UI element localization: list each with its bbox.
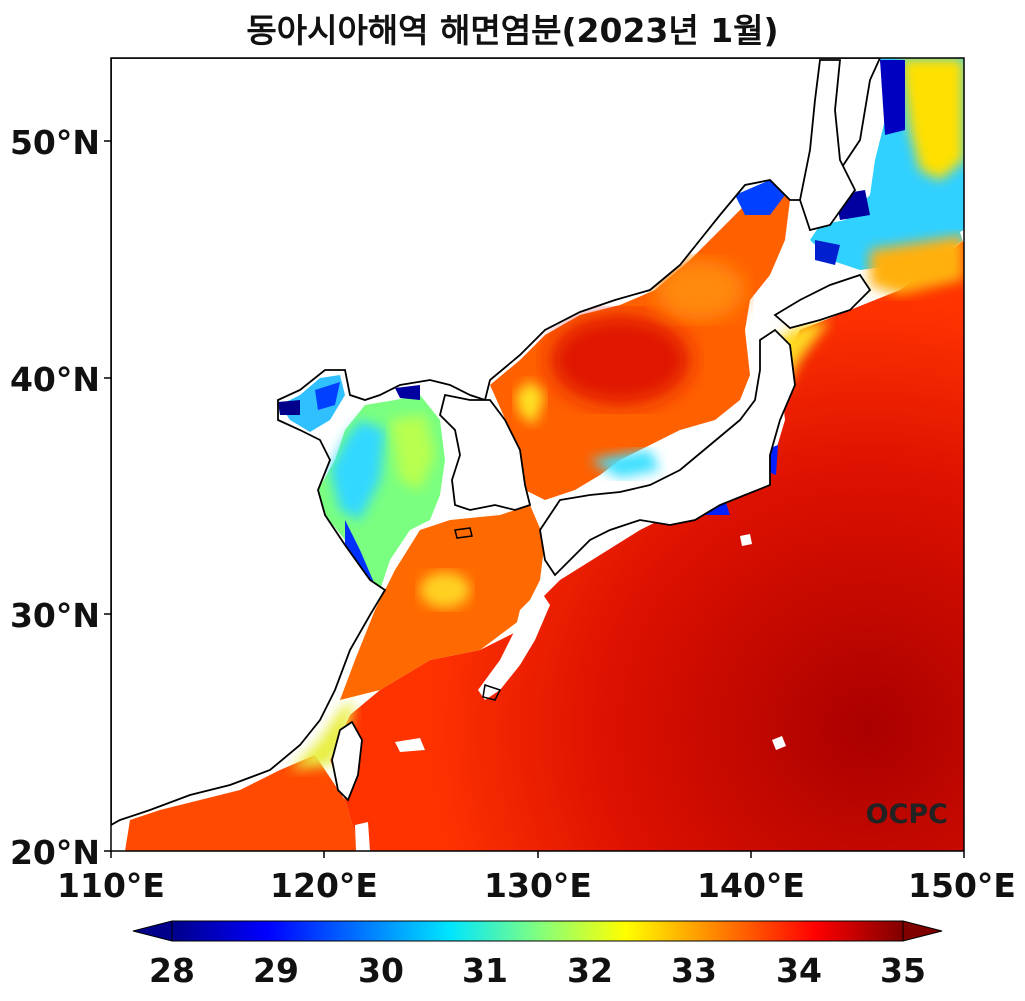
colorbar-tick-label: 35 xyxy=(880,951,926,990)
colorbar-tick-label: 34 xyxy=(776,951,822,990)
colorbar-extend-high xyxy=(902,920,943,942)
y-tick-label: 20°N xyxy=(10,833,100,872)
colorbar-tick-label: 32 xyxy=(567,951,613,990)
colorbar-extend-low xyxy=(132,920,173,942)
sakhalin xyxy=(799,59,857,232)
map-title: 동아시아해역 해면염분(2023년 1월) xyxy=(246,11,779,50)
south-china-sea-field xyxy=(125,755,360,851)
mainland-asia xyxy=(111,58,881,827)
y-axis: 20°N 30°N 40°N 50°N xyxy=(10,123,111,872)
colorbar-tick-label: 31 xyxy=(462,951,508,990)
japan-hokkaido xyxy=(773,273,872,329)
x-tick-label: 140°E xyxy=(697,866,805,905)
x-tick-label: 110°E xyxy=(57,866,165,905)
ryukyu-gap xyxy=(478,590,550,700)
map-plot-area xyxy=(111,58,964,851)
x-axis: 110°E 120°E 130°E 140°E 150°E xyxy=(57,851,1016,905)
japan-honshu xyxy=(539,328,796,577)
colorbar-tick-label: 30 xyxy=(358,951,404,990)
taiwan xyxy=(331,720,363,802)
colorbar-tick-label: 29 xyxy=(253,951,299,990)
x-tick-label: 150°E xyxy=(908,866,1016,905)
y-tick-label: 30°N xyxy=(10,596,100,635)
colorbar: 28 29 30 31 32 33 34 35 xyxy=(132,920,943,990)
y-tick-label: 40°N xyxy=(10,360,100,399)
colorbar-tick-label: 33 xyxy=(671,951,717,990)
korean-peninsula xyxy=(439,393,532,511)
ocpc-watermark: OCPC xyxy=(866,799,948,830)
x-tick-label: 120°E xyxy=(270,866,378,905)
colorbar-tick-label: 28 xyxy=(149,951,195,990)
x-tick-label: 130°E xyxy=(484,866,592,905)
colorbar-ramp xyxy=(171,920,904,942)
y-tick-label: 50°N xyxy=(10,123,100,162)
